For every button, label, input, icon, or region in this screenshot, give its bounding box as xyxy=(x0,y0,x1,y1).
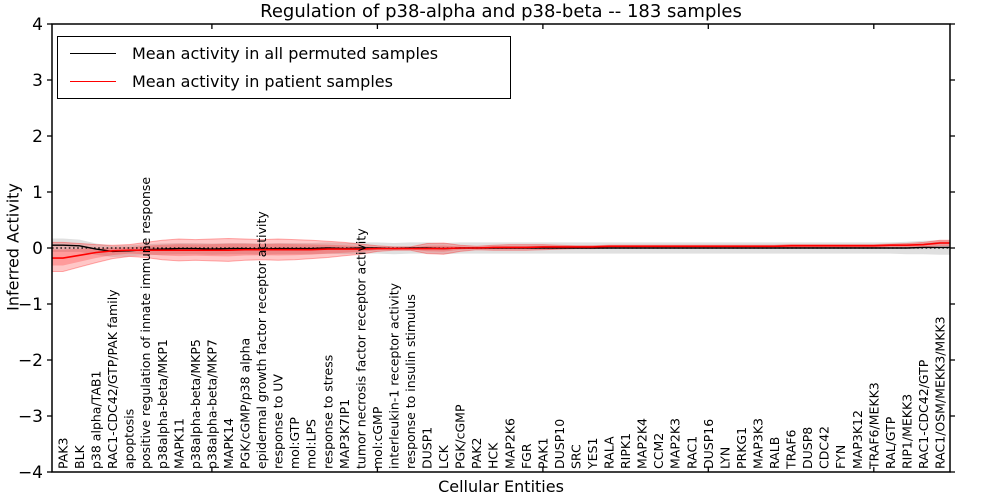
x-category-label: p38alpha-beta/MKP1 xyxy=(155,339,170,469)
x-category-label: DUSP10 xyxy=(552,419,567,469)
x-category-label: RAC1 xyxy=(684,436,699,469)
x-category-label: RAL/GTP xyxy=(883,416,898,469)
x-category-label: response to stress xyxy=(320,355,335,469)
x-category-label: PAK2 xyxy=(469,438,484,469)
x-category-label: MAP3K12 xyxy=(850,410,865,469)
x-category-label: response to UV xyxy=(271,374,286,469)
legend-line-sample-black xyxy=(70,52,116,54)
x-category-label: PGK/cGMP xyxy=(453,404,468,469)
x-category-label: SRC xyxy=(569,444,584,469)
confidence-band-patient-inner xyxy=(52,241,950,266)
x-category-label: RAC1/OSM/MEKK3/MKK3 xyxy=(933,316,948,469)
x-category-label: RIP1/MEKK3 xyxy=(899,394,914,469)
x-category-label: PRKG1 xyxy=(734,427,749,469)
x-category-label: tumor necrosis factor receptor activity xyxy=(353,228,368,469)
y-tick-label: −4 xyxy=(18,463,43,483)
x-category-label: MAP3K3 xyxy=(751,418,766,469)
x-category-label: RAC1-CDC42/GTP/PAK family xyxy=(105,289,120,469)
x-category-label: CCM2 xyxy=(651,433,666,469)
x-category-label: MAP2K3 xyxy=(668,418,683,469)
x-category-label: YES1 xyxy=(585,438,600,470)
y-tick-label: 1 xyxy=(32,183,43,203)
x-category-label: interleukin-1 receptor activity xyxy=(386,282,401,469)
x-category-label: mol:cGMP xyxy=(370,406,385,469)
x-category-label: CDC42 xyxy=(817,426,832,469)
x-category-label: FYN xyxy=(833,445,848,469)
x-category-label: RALB xyxy=(767,437,782,469)
legend-label: Mean activity in patient samples xyxy=(132,72,393,92)
x-category-label: TRAF6/MEKK3 xyxy=(866,382,881,470)
x-category-label: LCK xyxy=(436,444,451,469)
x-category-label: LYN xyxy=(717,447,732,469)
y-tick-label: 4 xyxy=(32,15,43,35)
x-category-label: apoptosis xyxy=(122,409,137,469)
x-category-label: MAP3K7IP1 xyxy=(337,399,352,469)
x-category-label: p38alpha-beta/MKP5 xyxy=(188,339,203,469)
x-category-label: mol:GTP xyxy=(287,417,302,469)
y-axis-label: Inferred Activity xyxy=(3,183,23,311)
x-category-label: RAC1-CDC42/GTP xyxy=(916,359,931,469)
x-category-label: DUSP8 xyxy=(800,427,815,469)
x-category-label: TRAF6 xyxy=(784,429,799,470)
x-axis-label: Cellular Entities xyxy=(438,477,564,496)
x-category-label: PGK/cGMP/p38 alpha xyxy=(238,338,253,469)
y-tick-label: 2 xyxy=(32,127,43,147)
x-category-label: DUSP1 xyxy=(420,427,435,469)
x-category-label: HCK xyxy=(486,442,501,469)
y-tick-label: −1 xyxy=(18,295,43,315)
x-category-label: p38alpha-beta/MKP7 xyxy=(204,339,219,469)
legend-line-sample-red xyxy=(70,81,116,83)
x-category-label: MAPK14 xyxy=(221,418,236,469)
legend-label: Mean activity in all permuted samples xyxy=(132,43,439,63)
x-category-label: PAK1 xyxy=(535,438,550,469)
y-tick-label: 0 xyxy=(32,239,43,259)
x-category-label: RIPK1 xyxy=(618,433,633,469)
x-category-label: RALA xyxy=(602,436,617,469)
x-category-label: epidermal growth factor receptor activit… xyxy=(254,211,269,469)
y-tick-label: 3 xyxy=(32,71,43,91)
x-category-label: MAP2K6 xyxy=(502,418,517,469)
x-category-label: DUSP16 xyxy=(701,419,716,469)
x-category-label: MAPK11 xyxy=(171,418,186,469)
x-category-label: MAP2K4 xyxy=(635,418,650,469)
x-category-label: response to insulin stimulus xyxy=(403,294,418,469)
y-tick-label: −2 xyxy=(18,351,43,371)
x-category-label: FGR xyxy=(519,443,534,469)
legend-entry-patient: Mean activity in patient samples xyxy=(70,72,510,91)
x-category-label: BLK xyxy=(72,444,87,469)
plot-border xyxy=(51,23,951,473)
y-tick-label: −3 xyxy=(18,407,43,427)
x-category-label: positive regulation of innate immune res… xyxy=(138,177,153,469)
x-category-label: p38 alpha/TAB1 xyxy=(89,371,104,469)
chart-title: Regulation of p38-alpha and p38-beta -- … xyxy=(260,1,742,22)
x-category-label: PAK3 xyxy=(56,438,71,469)
legend: Mean activity in all permuted samples Me… xyxy=(57,36,511,99)
x-category-label: mol:LPS xyxy=(304,419,319,469)
mean-line-patient xyxy=(52,242,950,259)
legend-entry-permuted: Mean activity in all permuted samples xyxy=(70,44,510,63)
